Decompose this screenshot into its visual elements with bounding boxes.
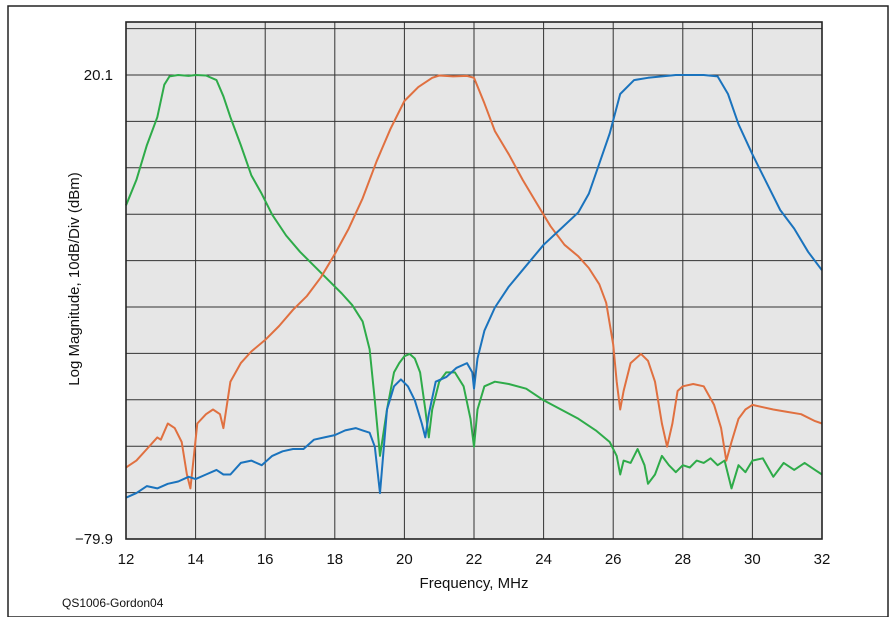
x-tick-label: 20	[396, 551, 413, 568]
x-tick-label: 32	[814, 551, 831, 568]
series-group	[125, 74, 823, 499]
x-tick-label: 30	[744, 551, 761, 568]
x-tick-label: 16	[257, 551, 274, 568]
y-tick-label: 20.1	[84, 67, 113, 84]
y-tick-labels: 20.1 −79.9	[75, 67, 113, 548]
x-tick-label: 18	[326, 551, 343, 568]
x-tick-label: 26	[605, 551, 622, 568]
y-axis-label: Log Magnitude, 10dB/Div (dBm)	[66, 172, 83, 385]
x-tick-label: 24	[535, 551, 552, 568]
x-tick-label: 22	[466, 551, 483, 568]
x-tick-label: 12	[118, 551, 135, 568]
x-tick-label: 28	[674, 551, 691, 568]
figure-credit: QS1006-Gordon04	[62, 596, 164, 610]
series-line-2	[125, 74, 823, 490]
x-tick-label: 14	[187, 551, 204, 568]
y-tick-label: −79.9	[75, 531, 113, 548]
x-axis-label: Frequency, MHz	[420, 575, 529, 592]
series-line-3	[125, 74, 823, 499]
x-tick-labels: 12 14 16 18 20 22 24 26 28 30 32	[118, 551, 831, 568]
plot-frame	[125, 21, 823, 540]
series-line-1	[125, 74, 823, 490]
